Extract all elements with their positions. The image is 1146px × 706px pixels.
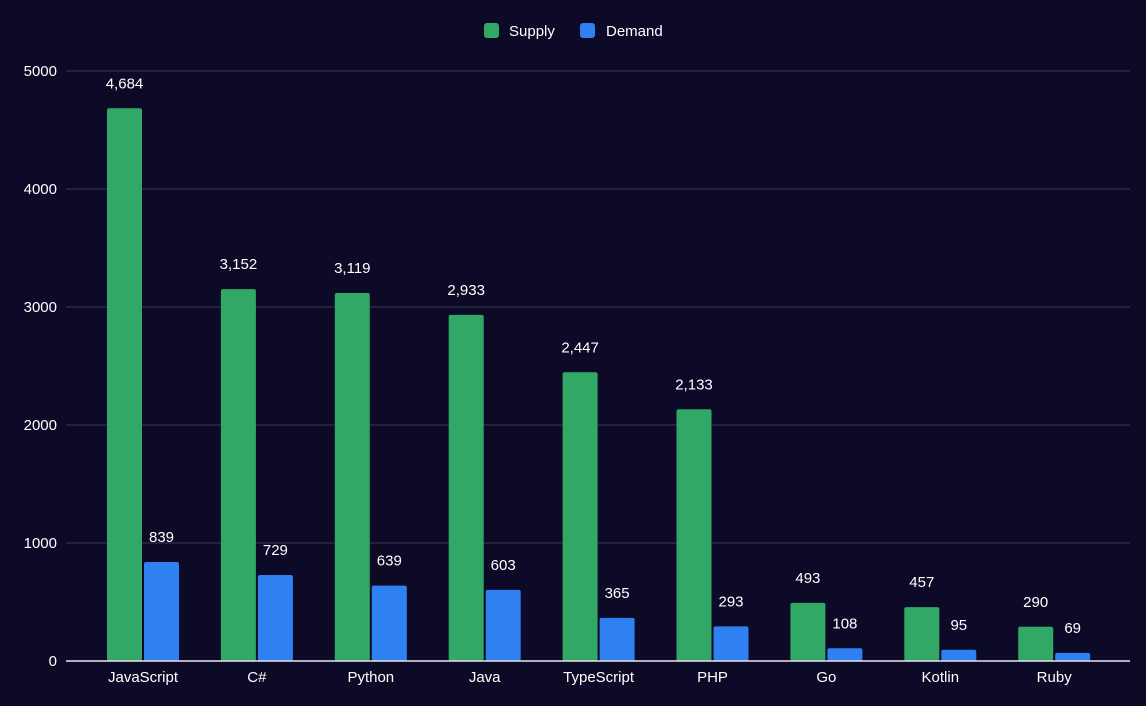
bar-demand-kotlin: [941, 649, 977, 661]
y-tick-label: 0: [49, 653, 57, 670]
data-label: 95: [950, 617, 967, 634]
data-label: 639: [377, 553, 402, 570]
x-category-label: PHP: [697, 669, 728, 686]
bar-demand-ruby: [1055, 652, 1091, 661]
bar-supply-c: [220, 289, 256, 661]
y-tick-label: 3000: [24, 299, 57, 316]
x-category-label: JavaScript: [108, 669, 179, 686]
bar-supply-java: [448, 314, 484, 661]
bar-supply-php: [676, 409, 712, 661]
data-label: 4,684: [106, 75, 144, 92]
legend: Supply Demand: [484, 23, 663, 40]
data-label: 3,152: [220, 256, 258, 273]
bar-demand-c: [257, 574, 293, 661]
x-category-label: TypeScript: [563, 669, 635, 686]
legend-label-supply[interactable]: Supply: [509, 23, 555, 40]
data-labels: 4,684 839 3,152 729 3,119 639 2,933 603 2,447 365…: [106, 75, 1081, 637]
data-label: 365: [605, 585, 630, 602]
data-label: 2,933: [447, 282, 485, 299]
x-category-label: Python: [347, 669, 394, 686]
bar-demand-php: [713, 626, 749, 661]
x-category-label: Java: [469, 669, 501, 686]
data-label: 457: [909, 574, 934, 591]
data-label: 69: [1064, 620, 1081, 637]
x-category-label: Go: [816, 669, 836, 686]
x-category-label: Ruby: [1037, 669, 1073, 686]
data-label: 603: [491, 557, 516, 574]
bar-supply-ruby: [1018, 626, 1054, 661]
legend-label-demand[interactable]: Demand: [606, 23, 663, 40]
bar-demand-python: [371, 585, 407, 661]
bar-demand-go: [827, 648, 863, 661]
bar-supply-go: [790, 602, 826, 661]
bar-supply-typescript: [562, 372, 598, 661]
data-label: 293: [718, 593, 743, 610]
legend-swatch-demand[interactable]: [580, 23, 595, 38]
data-label: 2,133: [675, 376, 713, 393]
bar-supply-javascript: [107, 108, 142, 661]
bar-supply-kotlin: [904, 607, 940, 661]
x-axis: JavaScript C# Python Java TypeScript PHP Go Kot…: [66, 660, 1130, 686]
data-label: 3,119: [334, 260, 370, 277]
bar-demand-java: [485, 589, 521, 661]
data-label: 493: [795, 570, 820, 587]
data-label: 290: [1023, 594, 1048, 611]
data-label: 2,447: [561, 339, 599, 356]
data-label: 839: [149, 529, 174, 546]
bar-demand-javascript: [144, 561, 179, 661]
bars: [107, 108, 1091, 661]
data-label: 108: [832, 615, 857, 632]
x-category-label: C#: [247, 669, 267, 686]
data-label: 729: [263, 542, 288, 559]
y-tick-label: 1000: [24, 535, 57, 552]
y-axis-ticks: 0 1000 2000 3000 4000 5000: [24, 63, 57, 670]
legend-swatch-supply[interactable]: [484, 23, 499, 38]
x-category-label: Kotlin: [922, 669, 960, 686]
y-tick-label: 2000: [24, 417, 57, 434]
bar-supply-python: [334, 292, 370, 661]
bar-demand-typescript: [599, 617, 635, 661]
y-tick-label: 5000: [24, 63, 57, 80]
y-tick-label: 4000: [24, 181, 57, 198]
